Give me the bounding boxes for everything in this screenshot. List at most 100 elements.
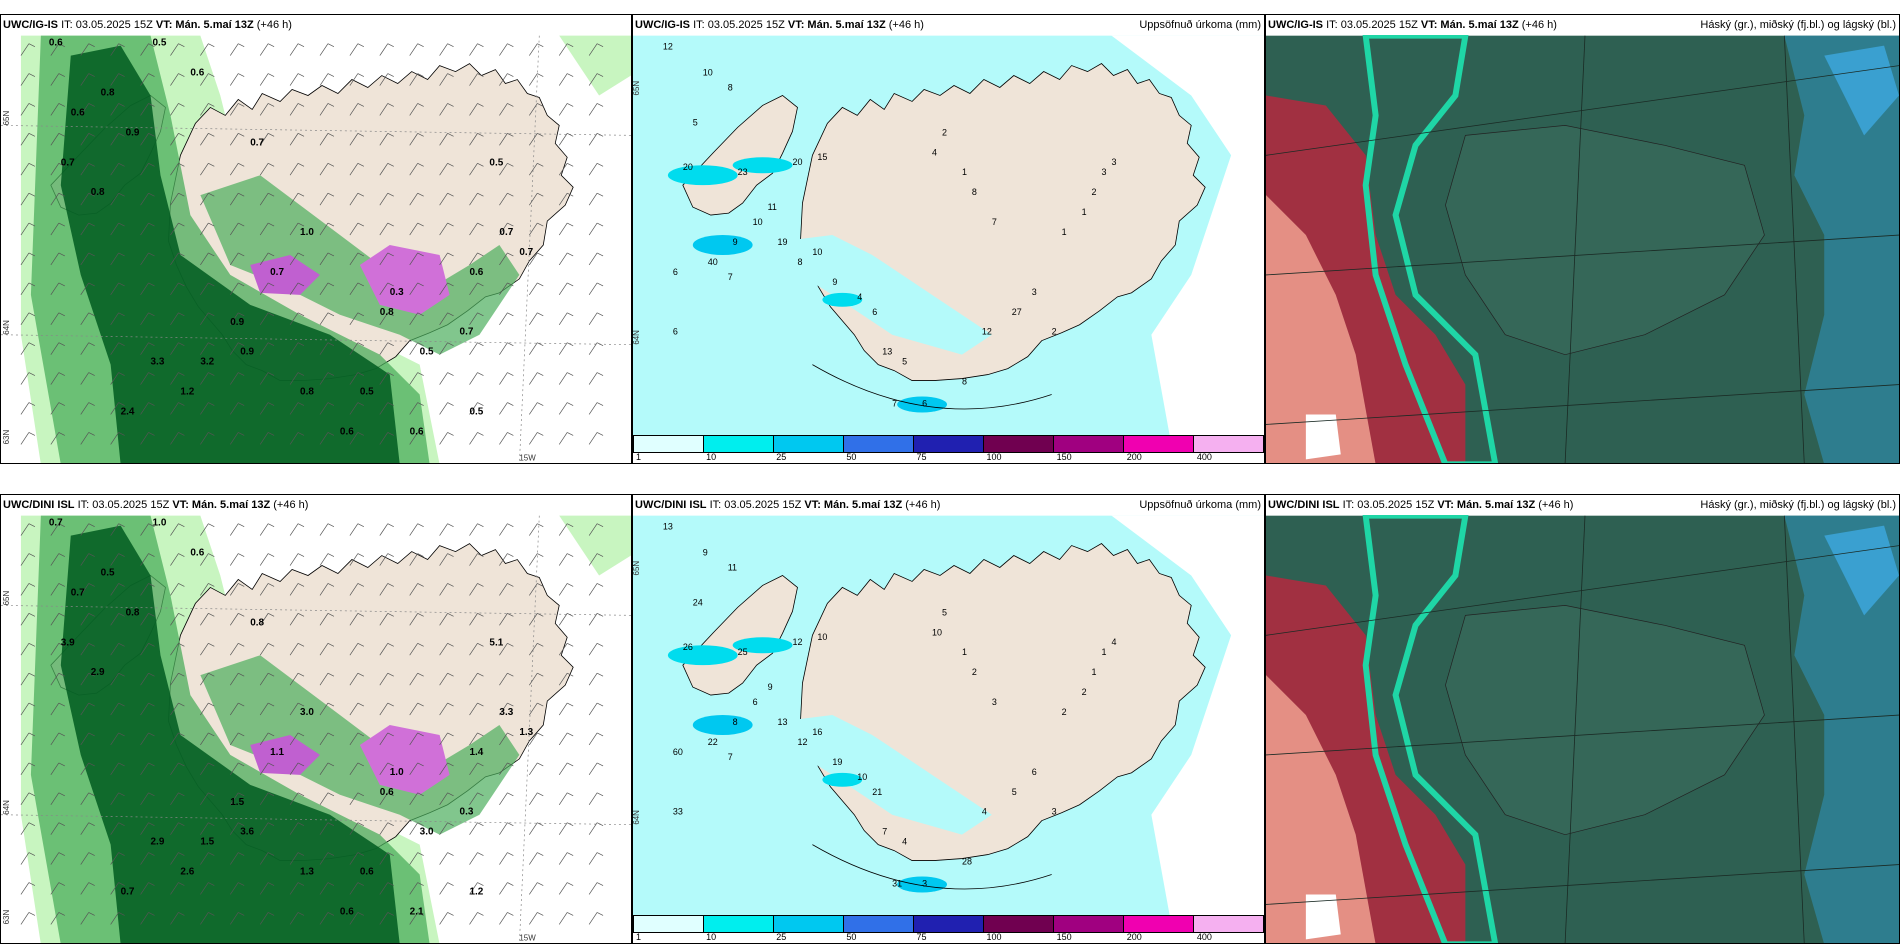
wind-barb-flag [28, 372, 36, 376]
wind-barb-flag [88, 162, 95, 167]
wind-barb-flag [88, 702, 95, 707]
wind-barb-flag [357, 162, 365, 167]
wind-barb-flag [88, 133, 95, 137]
colorbar-tick-label: 100 [986, 452, 1002, 462]
wind-barb [20, 312, 30, 325]
colorbar-tick-label: 50 [846, 452, 857, 462]
wind-barb [379, 672, 389, 686]
wind-barb-flag [567, 402, 574, 406]
wind-barb-flag [507, 523, 514, 527]
panel-bottom-right: UWC/DINI ISL IT: 03.05.2025 15Z VT: Mán.… [1265, 494, 1900, 944]
wind-barb-flag [477, 342, 484, 347]
wind-barb [170, 372, 179, 385]
wind-barb [20, 402, 30, 415]
wind-barb-flag [567, 342, 574, 347]
wind-barb-flag [148, 882, 155, 886]
wind-barb [229, 613, 239, 626]
wind-barb-flag [28, 432, 36, 436]
wind-barb [349, 553, 359, 566]
wind-barb-flag [58, 912, 65, 916]
wind-barb [469, 372, 478, 385]
wind-barb-flag [357, 672, 365, 677]
wind-barb-flag [88, 103, 95, 107]
wind-barb-flag [148, 73, 155, 77]
wind-barb [80, 432, 90, 445]
wind-barb [558, 432, 568, 445]
wind-barb [289, 912, 299, 925]
wind-barb [80, 912, 90, 925]
precip-value: 2 [1082, 687, 1087, 697]
cloud-water-value: 0.7 [499, 227, 513, 238]
wind-barb-flag [567, 43, 574, 47]
wind-barb [499, 372, 508, 385]
wind-barb-flag [58, 792, 65, 797]
wind-barb [319, 583, 329, 596]
wind-barb [529, 613, 538, 626]
wind-barb [170, 222, 179, 236]
wind-barb-flag [178, 192, 185, 197]
wind-barb [20, 732, 30, 746]
wind-barb-flag [417, 613, 424, 617]
wind-barb [110, 342, 119, 355]
colorbar-tick-label: 150 [1056, 452, 1072, 462]
wind-barb-flag [477, 732, 484, 737]
wind-barb [588, 103, 598, 116]
wind-barb-flag [28, 162, 36, 167]
wind-barb [529, 103, 538, 116]
wind-barb [349, 912, 359, 925]
wind-barb [349, 702, 359, 716]
wind-barb [529, 372, 538, 385]
wind-barb-flag [387, 192, 394, 197]
wind-barb-flag [267, 642, 275, 647]
wind-barb-flag [58, 222, 65, 227]
wind-barb [349, 163, 359, 176]
wind-barb-flag [596, 222, 604, 227]
wind-barb [379, 583, 389, 596]
graticule-line [1266, 384, 1899, 425]
wind-barb-flag [507, 222, 514, 227]
wind-barb [499, 702, 508, 716]
wind-barb [50, 312, 60, 325]
graticule-line [1783, 35, 1805, 463]
wind-barb-flag [58, 882, 65, 886]
wind-barb-flag [148, 583, 155, 587]
wind-barb [469, 912, 478, 925]
wind-barb [319, 372, 329, 385]
valid-label: VT: [787, 19, 805, 31]
panel-title: Háský (gr.), miðský (fj.bl.) og lágský (… [1700, 19, 1896, 31]
wind-barb-flag [417, 192, 424, 197]
wind-barb [588, 73, 598, 86]
wind-barb-flag [297, 553, 305, 557]
wind-barb [80, 732, 90, 746]
wind-barb-flag [477, 882, 484, 886]
wind-barb-flag [238, 312, 245, 317]
wind-barb [469, 432, 478, 445]
wind-barb-flag [477, 613, 484, 617]
wind-barb-flag [297, 912, 305, 916]
wind-barb-flag [148, 732, 155, 737]
wind-barb-flag [148, 852, 155, 856]
cloud-water-value: 3.6 [240, 827, 254, 838]
valid-label: VT: [172, 499, 189, 511]
wind-barb-flag [387, 103, 394, 107]
wind-barb-flag [357, 642, 365, 647]
wind-barb [379, 762, 389, 776]
wind-barb [439, 252, 448, 266]
wind-barb-flag [417, 282, 424, 287]
precip-value: 12 [797, 737, 807, 747]
wind-barb-flag [596, 523, 604, 527]
precip-value: 16 [812, 727, 822, 737]
wind-barb [229, 702, 239, 716]
wind-barb [20, 702, 30, 716]
wind-barb [110, 252, 119, 266]
wind-barb-flag [208, 43, 215, 47]
wind-barb-flag [357, 282, 365, 287]
wind-barb-flag [267, 162, 275, 167]
wind-barb-flag [537, 192, 544, 197]
wind-barb [110, 43, 119, 56]
wind-barb [529, 163, 538, 176]
wind-barb-flag [297, 192, 305, 197]
wind-barb [20, 372, 30, 385]
wind-barb [20, 583, 30, 596]
wind-barb-flag [507, 312, 514, 317]
